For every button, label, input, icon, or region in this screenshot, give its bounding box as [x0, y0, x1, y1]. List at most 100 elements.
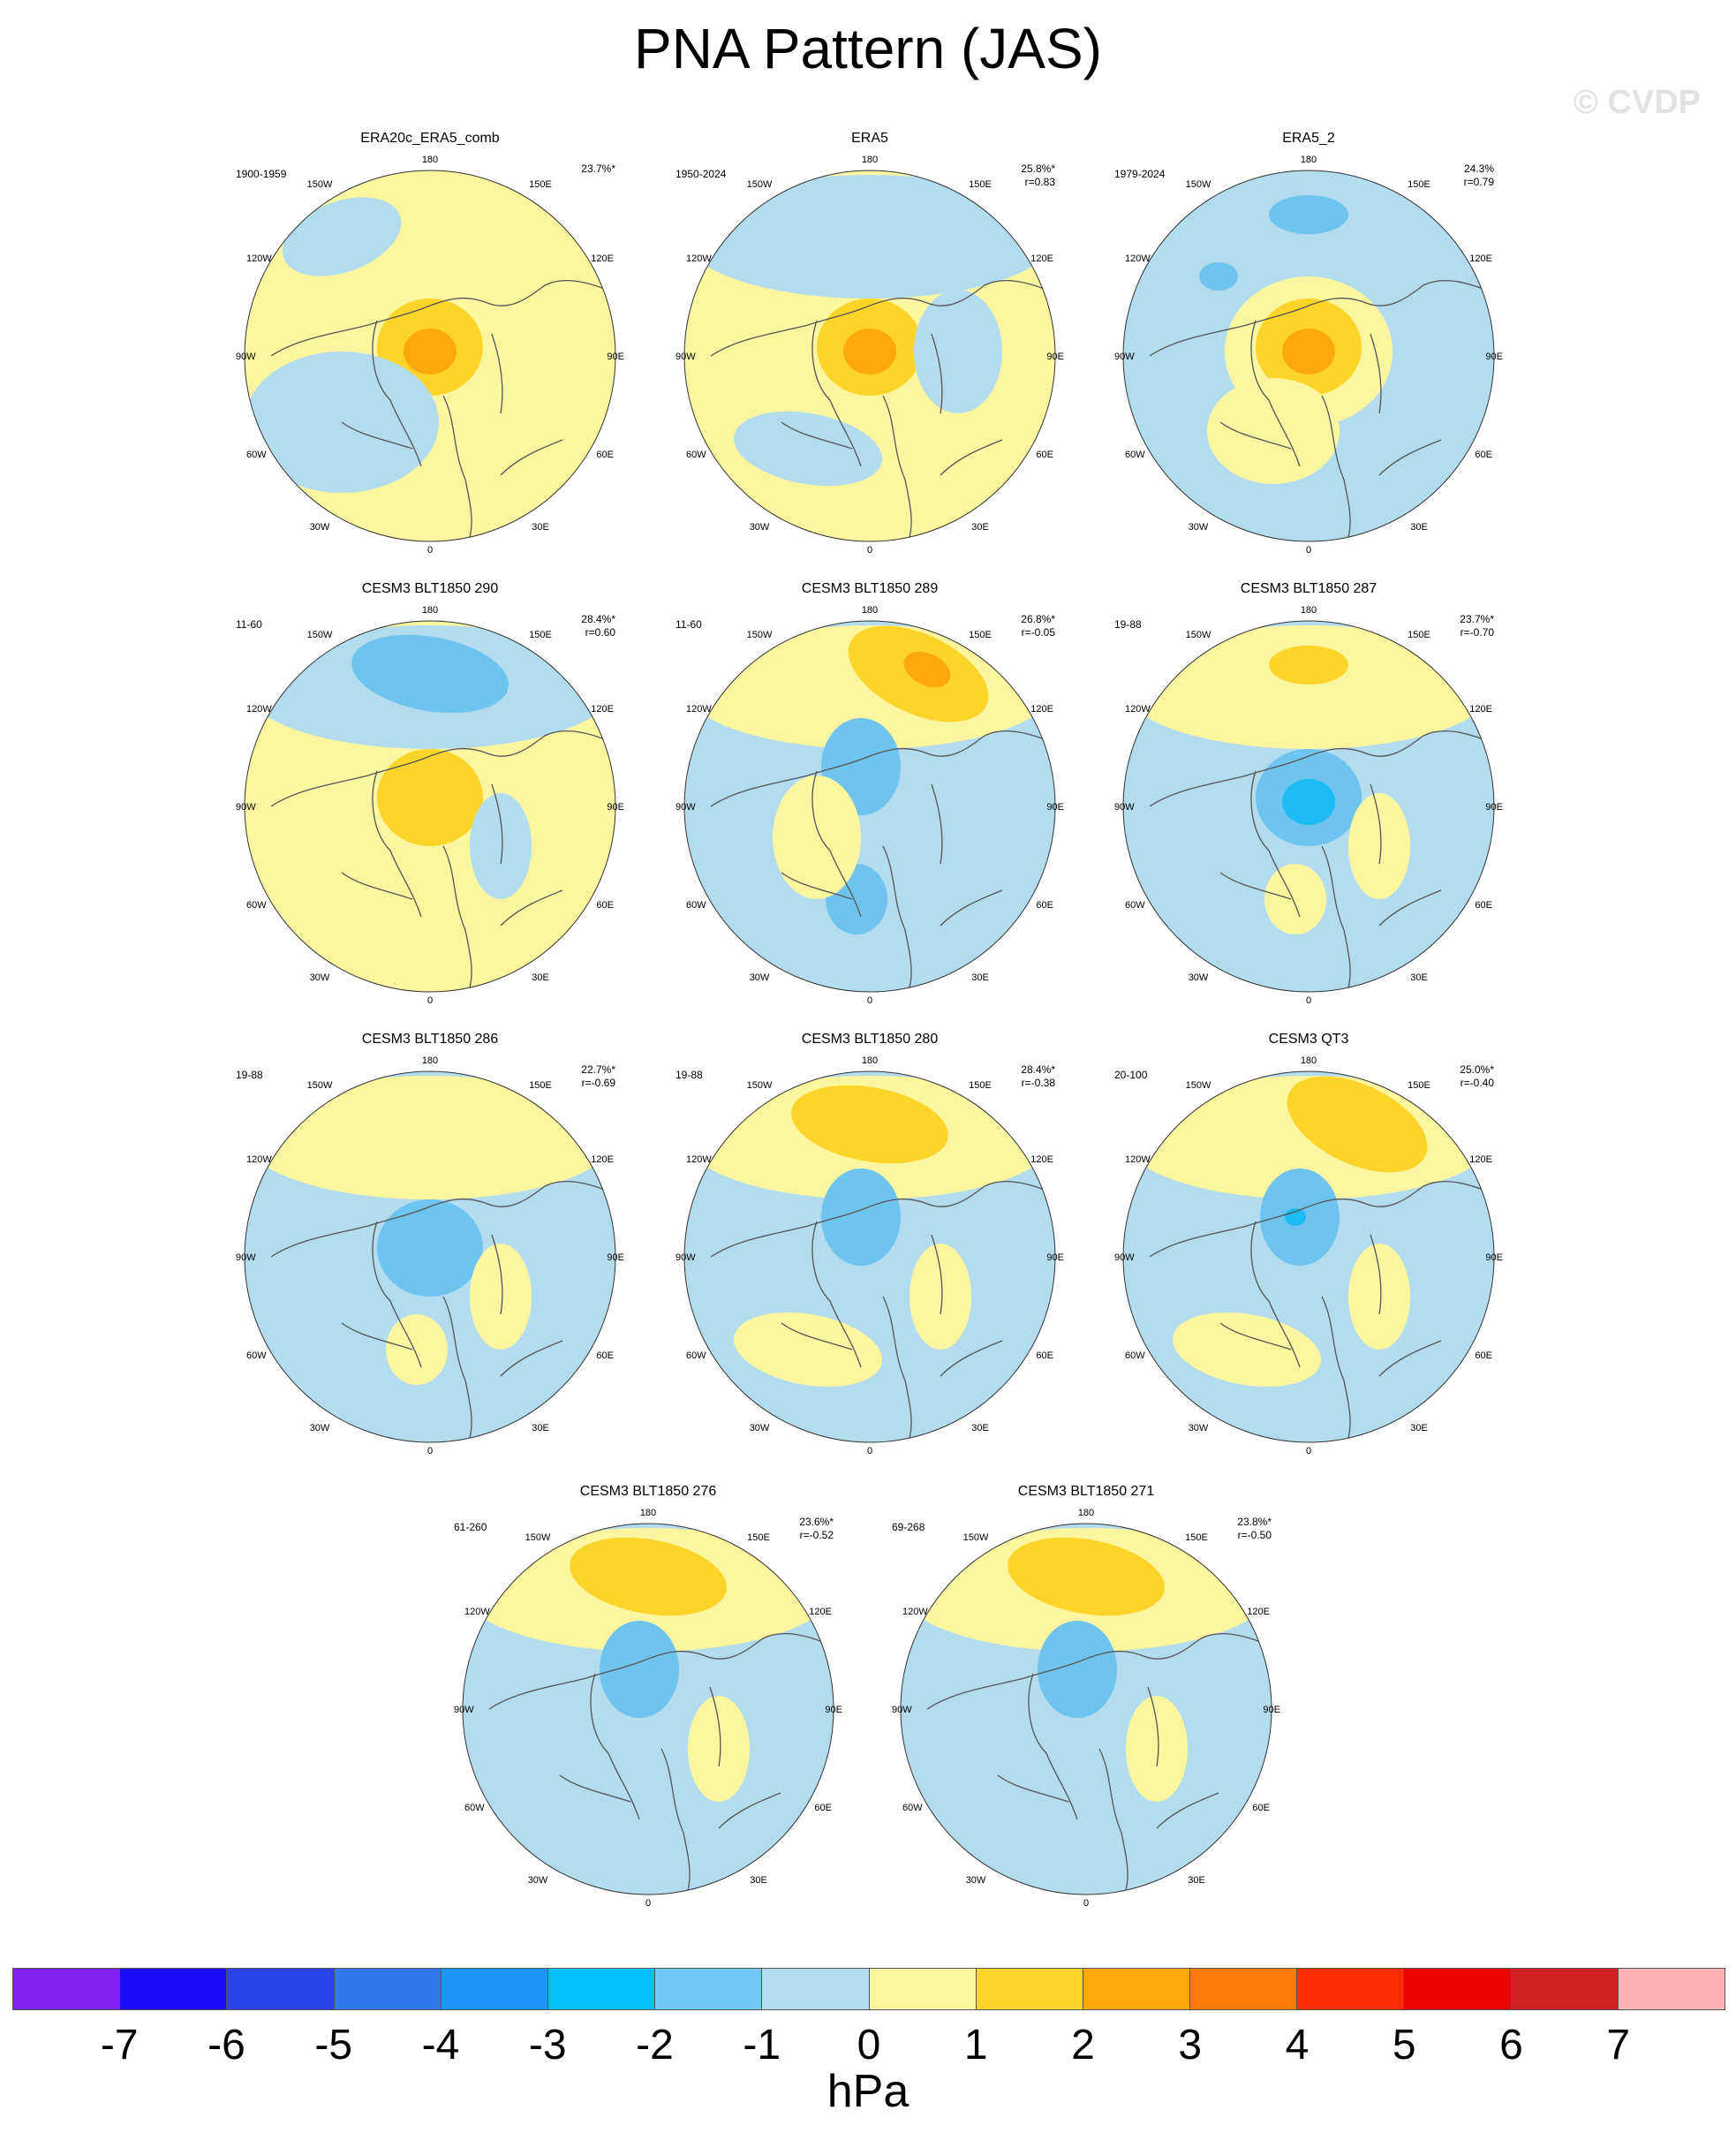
- longitude-label: 60E: [596, 450, 614, 460]
- coastlines: [710, 730, 1047, 988]
- colorbar-ticks: -7 -6 -5 -4 -3 -2 -1 0 1 2 3 4 5 6 7: [0, 2021, 1736, 2074]
- panel-variance: 23.7%*: [581, 163, 615, 175]
- panel-title: ERA5_2: [1282, 131, 1335, 146]
- panel-years: 1979-2024: [1114, 168, 1166, 180]
- longitude-label: 90E: [1046, 802, 1064, 813]
- panel-variance-and-correlation: 25.8%* r=0.83: [1021, 163, 1055, 189]
- map-panels-grid: 180 0 150W 150E 120W 120E 90W 90E 60W 60E 30W 30E ER…: [236, 131, 1503, 1909]
- longitude-label: 0: [1083, 1898, 1089, 1909]
- panel-variance: 25.8%*: [1021, 163, 1055, 175]
- longitude-label: 150W: [747, 1080, 773, 1091]
- panel-title: CESM3 BLT1850 280: [801, 1032, 939, 1047]
- longitude-label: 120E: [591, 253, 614, 264]
- colorbar-box: [1618, 1969, 1725, 2009]
- longitude-label: 150E: [1408, 630, 1430, 640]
- polar-map: 180 0 150W 150E 120W 120E 90W 90E 60W 60E 30W 30E: [1114, 605, 1503, 1006]
- longitude-label: 60W: [246, 450, 267, 460]
- polar-map: 180 0 150W 150E 120W 120E 90W 90E 60W 60E 30W 30E: [236, 155, 624, 556]
- anomaly-region: [1207, 378, 1340, 484]
- map-panel: 180 0 150W 150E 120W 120E 90W 90E 60W 60E 30W 30E CE…: [676, 581, 1064, 1006]
- longitude-label: 30E: [532, 1423, 549, 1433]
- longitude-label: 0: [867, 1446, 872, 1456]
- anomaly-region: [903, 651, 951, 688]
- coastlines: [1149, 279, 1486, 538]
- colorbar-units: hPa: [826, 2066, 910, 2117]
- longitude-label: 90W: [892, 1705, 912, 1715]
- longitude-label: 30W: [966, 1875, 986, 1886]
- globe-outline: [244, 170, 616, 542]
- longitude-label: 150W: [307, 1080, 333, 1091]
- colorbar-box: [1511, 1969, 1619, 2009]
- anomaly-region: [773, 775, 861, 899]
- longitude-label: 120E: [1247, 1607, 1270, 1617]
- anomaly-region: [1038, 1621, 1117, 1718]
- colorbar-box: [120, 1969, 228, 2009]
- colorbar-tick-label: 2: [1071, 2022, 1095, 2069]
- panel-variance: 25.0%*: [1460, 1063, 1494, 1076]
- map-panel: 180 0 150W 150E 120W 120E 90W 90E 60W 60E 30W 30E ER…: [236, 131, 624, 556]
- longitude-label: 150W: [1186, 630, 1211, 640]
- longitude-label: 60W: [1125, 1350, 1145, 1361]
- anomaly-region: [570, 1537, 727, 1616]
- anomaly-region: [404, 329, 457, 374]
- anomaly-region: [377, 1199, 483, 1297]
- longitude-label: 120E: [809, 1607, 832, 1617]
- panel-years: 1950-2024: [676, 168, 727, 180]
- longitude-label: 30E: [750, 1875, 767, 1886]
- colorbar-tick-label: -4: [421, 2022, 460, 2069]
- polar-map: 180 0 150W 150E 120W 120E 90W 90E 60W 60E 30W 30E: [1114, 1055, 1503, 1456]
- colorbar-box: [1297, 1969, 1405, 2009]
- anomaly-region: [843, 329, 896, 374]
- longitude-label: 60W: [1125, 900, 1145, 911]
- longitude-label: 60E: [596, 1350, 614, 1361]
- globe-outline: [683, 170, 1056, 542]
- longitude-label: 150E: [1185, 1532, 1208, 1543]
- longitude-label: 60E: [1475, 450, 1492, 460]
- longitude-label: 90W: [676, 352, 696, 362]
- anomaly-region: [1282, 779, 1335, 825]
- longitude-label: 120W: [1125, 704, 1151, 715]
- longitude-label: 30W: [528, 1875, 548, 1886]
- longitude-label: 180: [862, 605, 878, 616]
- longitude-label: 60W: [246, 900, 267, 911]
- longitude-label: 90E: [1485, 352, 1503, 362]
- longitude-label: 180: [1301, 605, 1317, 616]
- longitude-label: 60E: [1475, 900, 1492, 911]
- longitude-label: 60E: [1475, 1350, 1492, 1361]
- longitude-label: 90E: [1046, 352, 1064, 362]
- panel-correlation: r=-0.40: [1460, 1077, 1494, 1089]
- longitude-label: 60E: [1036, 450, 1053, 460]
- coastlines: [270, 279, 608, 538]
- longitude-label: 30E: [532, 972, 549, 983]
- longitude-label: 120W: [1125, 253, 1151, 264]
- panel-correlation: r=0.83: [1024, 176, 1055, 188]
- map-panel: 180 0 150W 150E 120W 120E 90W 90E 60W 60E 30W 30E CE…: [892, 1484, 1280, 1909]
- longitude-label: 180: [862, 1055, 878, 1066]
- panel-correlation: r=-0.50: [1237, 1529, 1272, 1541]
- longitude-label: 150E: [529, 1080, 552, 1091]
- anomaly-region: [910, 1244, 971, 1350]
- longitude-label: 60W: [1125, 450, 1145, 460]
- panel-years: 11-60: [676, 618, 702, 631]
- longitude-label: 120W: [902, 1607, 928, 1617]
- longitude-label: 90W: [236, 352, 256, 362]
- coastlines: [710, 279, 1047, 538]
- anomaly-region: [1126, 1696, 1188, 1802]
- longitude-label: 90W: [236, 802, 256, 813]
- anomaly-region: [1282, 329, 1335, 374]
- longitude-label: 120W: [686, 1154, 712, 1165]
- polar-map: 180 0 150W 150E 120W 120E 90W 90E 60W 60E 30W 30E: [676, 155, 1064, 556]
- longitude-label: 30E: [971, 972, 989, 983]
- polar-map: 180 0 150W 150E 120W 120E 90W 90E 60W 60E 30W 30E: [236, 605, 624, 1006]
- panel-title: CESM3 BLT1850 271: [1017, 1484, 1155, 1499]
- panel-title: CESM3 BLT1850 286: [361, 1032, 499, 1047]
- longitude-label: 60E: [1036, 1350, 1053, 1361]
- longitude-label: 30E: [1188, 1875, 1205, 1886]
- globe-outline: [244, 1070, 616, 1443]
- panel-years: 19-88: [1114, 618, 1142, 631]
- figure-title: PNA Pattern (JAS): [634, 17, 1102, 80]
- longitude-label: 90E: [607, 352, 624, 362]
- anomaly-region: [600, 1621, 679, 1718]
- map-panel: 180 0 150W 150E 120W 120E 90W 90E 60W 60E 30W 30E ER…: [1114, 131, 1503, 556]
- longitude-label: 180: [1301, 1055, 1317, 1066]
